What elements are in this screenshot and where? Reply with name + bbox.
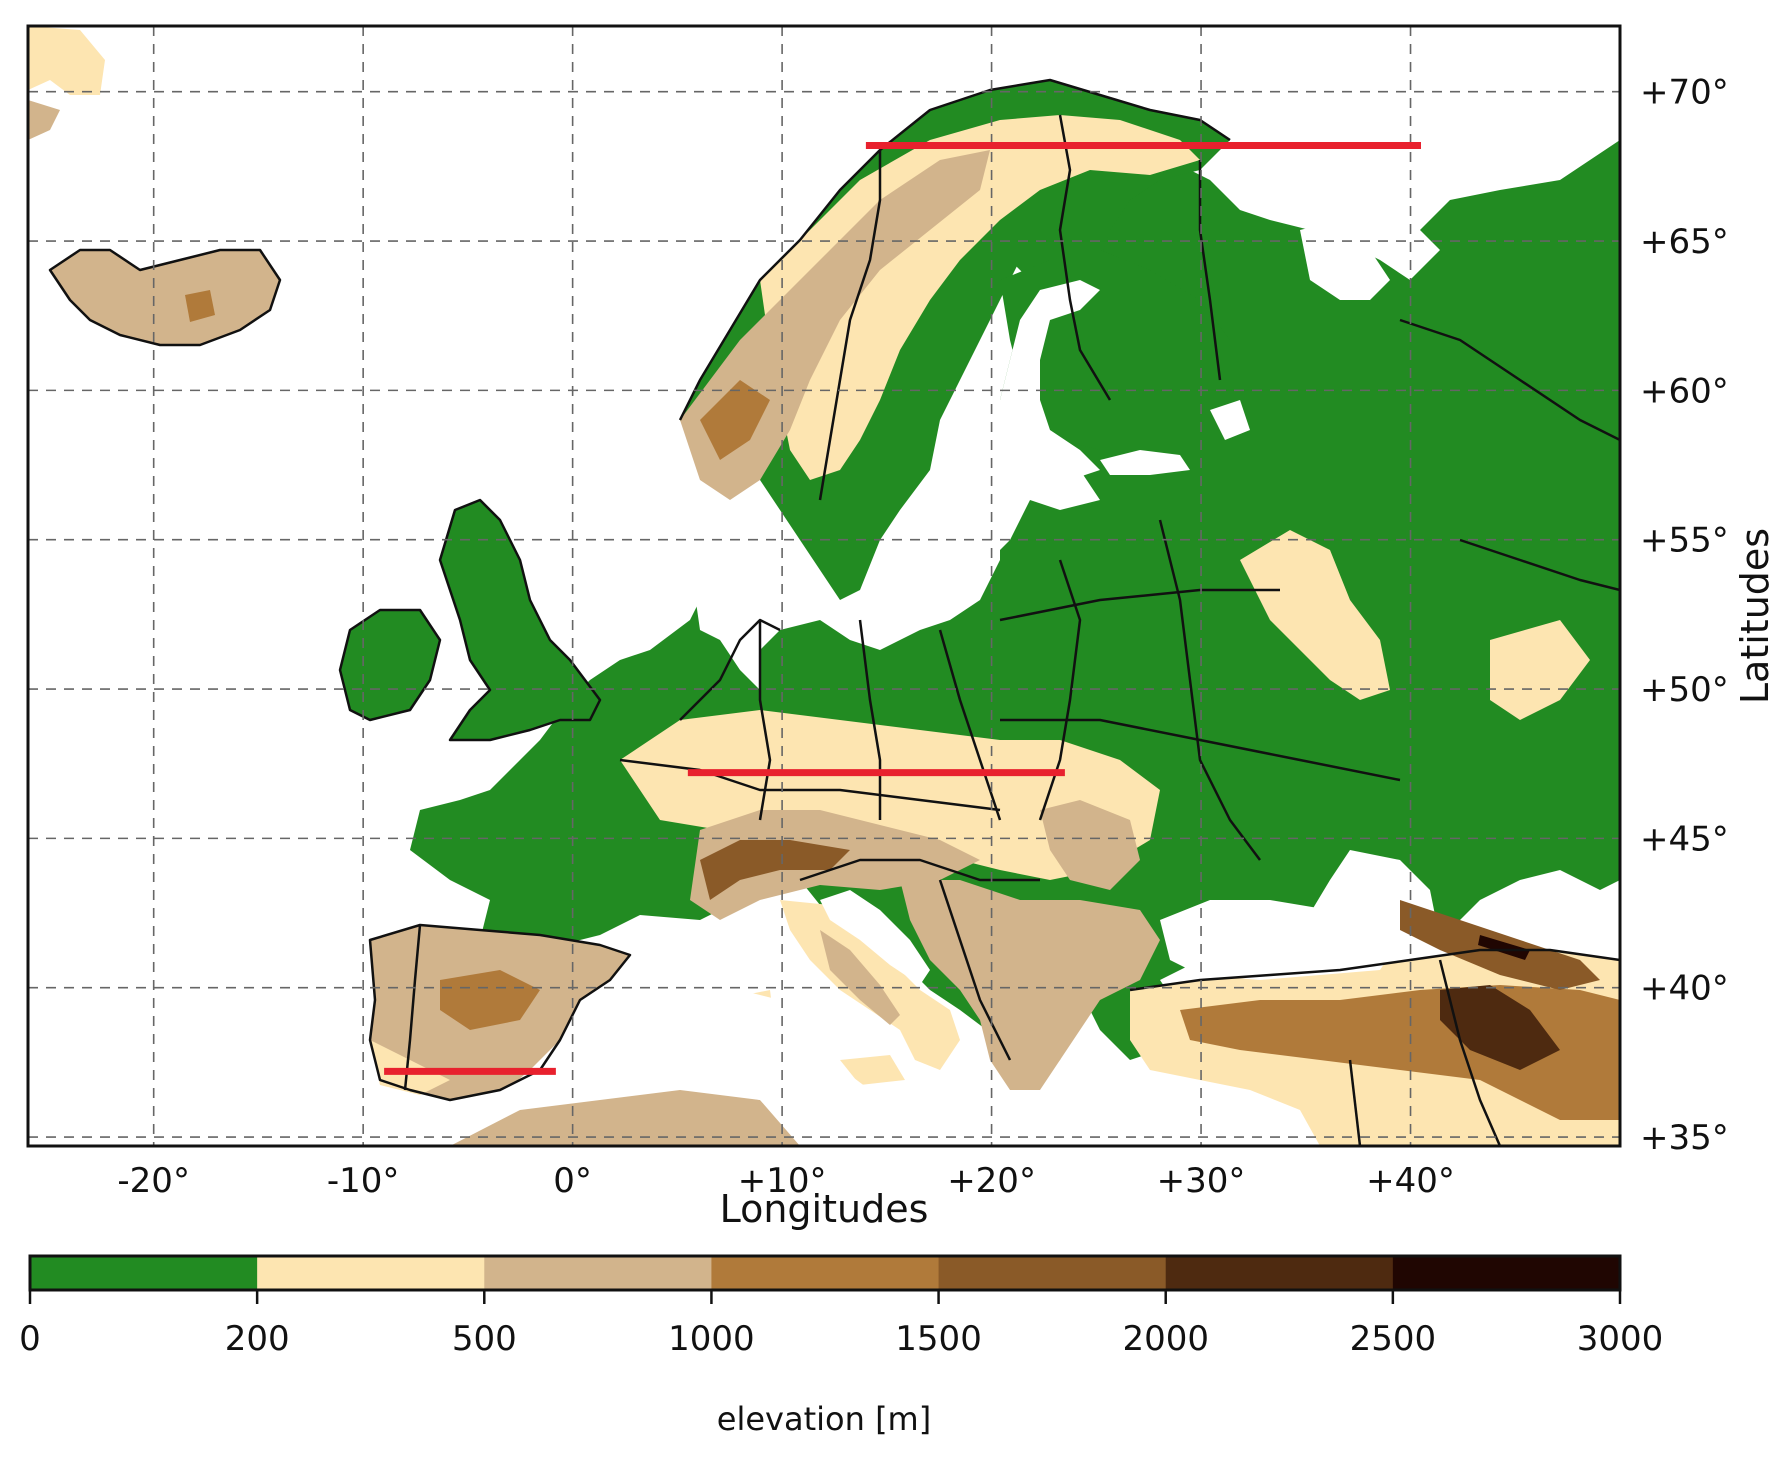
colorbar-tick-label: 0 <box>19 1319 41 1359</box>
longitude-tick-label: +20° <box>947 1161 1036 1201</box>
longitude-tick-labels: -20° -10° 0° +10° +20° +30° +40° <box>117 1161 1454 1201</box>
white-sea <box>1300 220 1390 300</box>
iceland-highland <box>185 290 215 322</box>
adriatic-sea <box>820 890 930 985</box>
colorbar-label: elevation [m] <box>717 1400 931 1438</box>
graticule <box>28 26 1620 1146</box>
gulf-of-finland <box>1100 450 1190 475</box>
longitude-tick-label: -20° <box>117 1161 190 1201</box>
colorbar-tick-label: 3000 <box>1577 1319 1664 1359</box>
scandes-peaks <box>700 380 770 460</box>
longitude-tick-label: +10° <box>738 1161 827 1201</box>
iberia-coast-low <box>370 1040 450 1095</box>
landmass-ireland <box>340 610 440 720</box>
anatolia-high <box>1440 985 1560 1070</box>
colorbar-tick-label: 200 <box>225 1319 290 1359</box>
latitude-tick-label: +40° <box>1640 969 1729 1009</box>
latitude-tick-label: +50° <box>1640 670 1729 710</box>
colorbar-frame <box>28 1254 1622 1292</box>
north-sea <box>590 480 720 660</box>
colorbar-bin <box>30 1256 258 1290</box>
colorbar-ticks: 0 200 500 1000 1500 2000 2500 3000 <box>19 1290 1663 1359</box>
mediterranean-sea <box>500 980 1300 1146</box>
italy-apennines <box>820 930 900 1025</box>
longitude-tick-label: 0° <box>553 1161 592 1201</box>
caucasus-peaks <box>1478 935 1530 960</box>
latitude-tick-label: +65° <box>1640 222 1729 262</box>
longitude-tick-label: +40° <box>1366 1161 1455 1201</box>
carpathians <box>1040 800 1140 890</box>
latitude-tick-label: +60° <box>1640 371 1729 411</box>
colorbar-tick-label: 1500 <box>895 1319 982 1359</box>
latitude-tick-label: +70° <box>1640 73 1729 113</box>
colorbar-tick-label: 2500 <box>1350 1319 1437 1359</box>
colorbar-bin <box>938 1256 1167 1290</box>
landmass-balkans <box>900 880 1160 1090</box>
latitude-tick-label: +55° <box>1640 521 1729 561</box>
colorbar-tick-label: 500 <box>452 1319 517 1359</box>
map-frame <box>26 24 1622 1148</box>
landmass-iceland <box>50 250 280 345</box>
map-panel: -20° -10° 0° +10° +20° +30° +40° +35°+40°+45°+… <box>26 24 1777 1231</box>
longitude-tick-label: -10° <box>327 1161 400 1201</box>
landmass-sicily <box>840 1055 905 1085</box>
colorbar-bin <box>1165 1256 1394 1290</box>
latitude-tick-label: +35° <box>1640 1118 1729 1158</box>
iberia-meseta <box>440 970 540 1030</box>
colorbar-bin <box>1392 1256 1621 1290</box>
landmass-greenland-south <box>28 100 60 140</box>
colorbar-tick-label: 1000 <box>668 1319 755 1359</box>
colorbar-bin <box>711 1256 940 1290</box>
landmass-north-africa <box>450 1090 800 1146</box>
longitude-tick-label: +30° <box>1157 1161 1246 1201</box>
volga-upland <box>1490 620 1590 720</box>
alps-peaks <box>700 840 850 900</box>
landmass-greenland <box>28 26 105 95</box>
lake-ladoga <box>1210 400 1250 440</box>
landmass-britain <box>440 500 600 740</box>
x-axis-label: Longitudes <box>720 1187 929 1231</box>
colorbar: 0 200 500 1000 1500 2000 2500 3000 elevation [m… <box>19 1254 1663 1438</box>
black-sea <box>1160 900 1400 980</box>
colorbar-bin <box>257 1256 485 1290</box>
baltic-sea <box>880 280 1100 600</box>
latitude-tick-label: +45° <box>1640 819 1729 859</box>
transect-lines <box>384 141 1421 1075</box>
colorbar-bin <box>484 1256 712 1290</box>
colorbar-tick-label: 2000 <box>1122 1319 1209 1359</box>
country-borders <box>48 78 1620 1146</box>
colorbar-bins <box>30 1256 1621 1290</box>
central-russian-upland <box>1240 530 1390 700</box>
scandes <box>760 115 1200 480</box>
y-axis-label: Latitudes <box>1733 528 1777 704</box>
latitude-tick-labels: +35° +40° +45° +50° +55° +60° +65° +70° <box>1640 73 1729 1158</box>
